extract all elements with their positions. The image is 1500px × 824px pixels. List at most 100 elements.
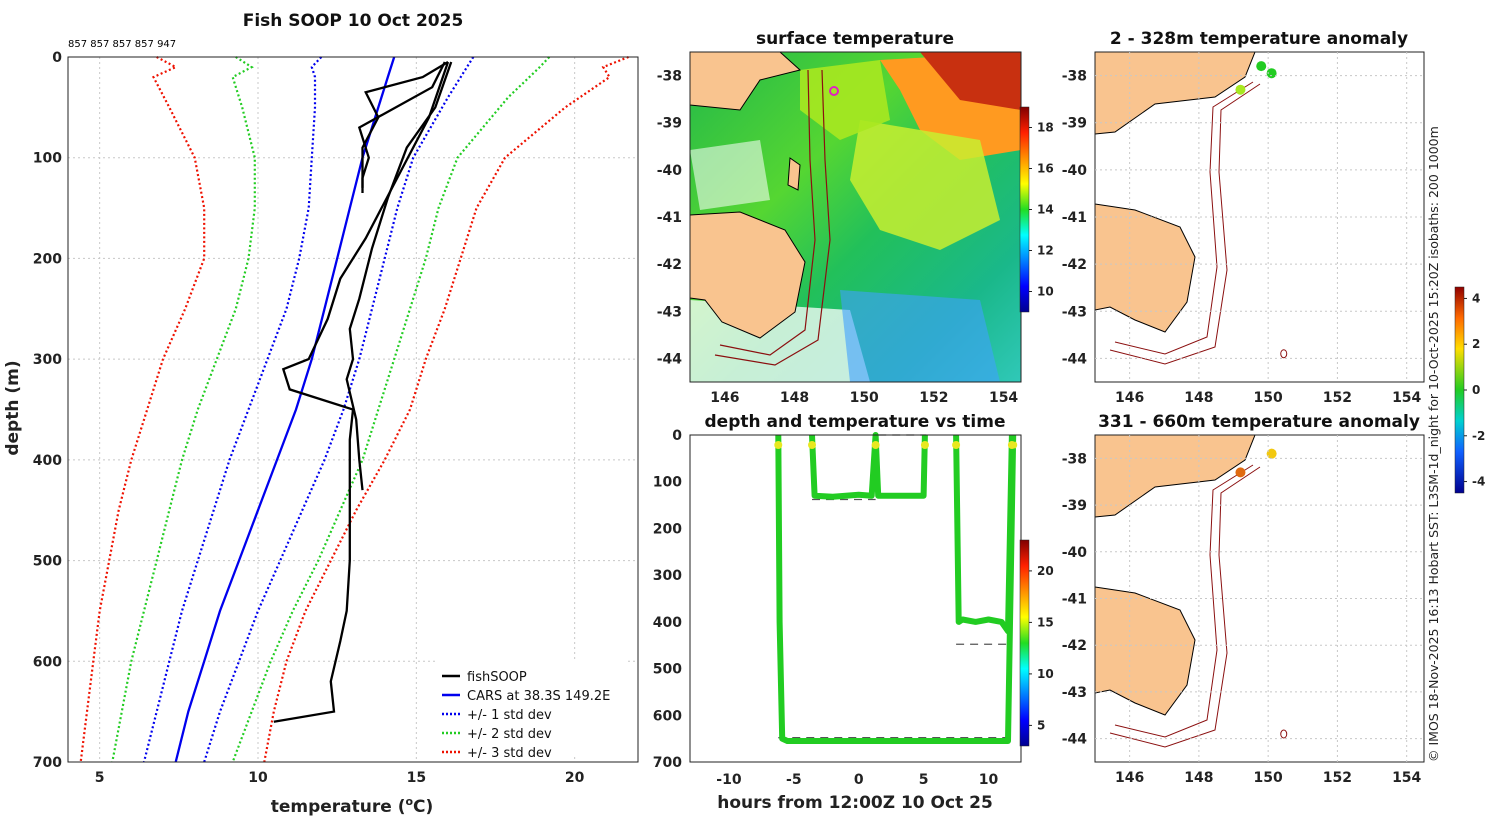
profile-series-line bbox=[111, 56, 256, 763]
profile-axes-frame bbox=[67, 56, 639, 763]
map-ytick-label: -40 bbox=[657, 163, 683, 179]
map-ytick-label: -42 bbox=[657, 257, 682, 273]
map-xtick-label: 146 bbox=[710, 390, 739, 406]
map-ytick-label: -42 bbox=[1062, 257, 1087, 273]
colorbar-tick-label: 4 bbox=[1472, 291, 1480, 305]
depth-time-xtick-label: 0 bbox=[854, 772, 864, 788]
profile-series-line bbox=[142, 56, 323, 763]
colorbar-tick-label: 12 bbox=[1037, 244, 1054, 258]
depth-time-ytick-label: 500 bbox=[653, 662, 682, 678]
profile-series-line bbox=[203, 56, 475, 763]
sst-map-panel: surface temperature bbox=[657, 29, 1054, 406]
legend-label: +/- 2 std dev bbox=[467, 727, 552, 742]
profile-series-line bbox=[357, 61, 446, 193]
profile-panel: Fish SOOP 10 Oct 2025 857 857 857 857 94… bbox=[3, 11, 639, 817]
legend-label: +/- 3 std dev bbox=[467, 746, 552, 761]
map-xtick-label: 150 bbox=[850, 390, 879, 406]
profile-ytick-label: 0 bbox=[52, 50, 62, 66]
colorbar-tick-label: 2 bbox=[1472, 337, 1480, 351]
anomaly-deep-panel: 331 - 660m temperature anomaly 146 148 150… bbox=[1062, 286, 1485, 786]
colorbar-tick-label: -4 bbox=[1472, 475, 1485, 489]
depth-time-track bbox=[809, 432, 928, 500]
land-tasmania bbox=[690, 211, 806, 339]
profile-series-line bbox=[273, 61, 450, 723]
map-xtick-label: 148 bbox=[780, 390, 809, 406]
surface-point bbox=[871, 441, 880, 449]
depth-time-axes-frame bbox=[689, 434, 1022, 763]
depth-time-panel: depth and temperature vs time -10 -5 0 5 100… bbox=[653, 412, 1054, 813]
side-note: © IMOS 18-Nov-2025 16:13 Hobart SST: L3S… bbox=[1426, 126, 1441, 762]
sst-colorbar bbox=[1019, 106, 1030, 313]
profile-xtick-label: 15 bbox=[407, 770, 426, 786]
map-xtick-label: 150 bbox=[1254, 390, 1283, 406]
map-xtick-label: 154 bbox=[1392, 390, 1421, 406]
map-xtick-label: 146 bbox=[1115, 770, 1144, 786]
profile-ylabel: depth (m) bbox=[3, 360, 23, 455]
profile-series-line bbox=[345, 61, 453, 491]
colorbar-tick-label: 0 bbox=[1472, 383, 1480, 397]
profile-legend: fishSOOP CARS at 38.3S 149.2E +/- 1 std de… bbox=[437, 660, 627, 761]
land-mainland bbox=[690, 52, 802, 111]
colorbar-tick-label: 15 bbox=[1037, 615, 1054, 629]
profile-ytick-label: 200 bbox=[33, 251, 62, 267]
profile-series-line bbox=[231, 56, 551, 763]
depth-time-xtick-label: -5 bbox=[786, 772, 802, 788]
isobath-200 bbox=[1114, 81, 1254, 355]
colorbar-tick-label: 20 bbox=[1037, 564, 1054, 578]
colorbar-tick-label: -2 bbox=[1472, 429, 1485, 443]
isobath-1000 bbox=[1109, 83, 1261, 365]
profile-xtick-label: 5 bbox=[95, 770, 105, 786]
anomaly-point bbox=[1256, 61, 1267, 72]
profile-ytick-label: 400 bbox=[33, 453, 62, 469]
map-xtick-label: 152 bbox=[1323, 770, 1352, 786]
map-content bbox=[1095, 52, 1288, 365]
map-ytick-label: -43 bbox=[1062, 304, 1087, 320]
isobath-200 bbox=[1114, 464, 1254, 738]
colorbar-tick-label: 14 bbox=[1037, 203, 1054, 217]
map-ytick-label: -43 bbox=[657, 304, 682, 320]
land-tasmania bbox=[1095, 586, 1196, 716]
map-ytick-label: -40 bbox=[1062, 163, 1088, 179]
sst-title: surface temperature bbox=[756, 29, 954, 49]
surface-point bbox=[1007, 441, 1016, 449]
depth-time-xtick-label: -10 bbox=[716, 772, 742, 788]
map-ytick-label: -39 bbox=[1062, 116, 1087, 132]
land-mainland bbox=[1095, 435, 1256, 518]
seamount-contour bbox=[1280, 349, 1288, 359]
map-xtick-label: 148 bbox=[1184, 390, 1213, 406]
profile-xlabel: temperature (oC) bbox=[271, 795, 434, 817]
depth-time-ytick-label: 300 bbox=[653, 568, 682, 584]
colorbar-tick-label: 10 bbox=[1037, 667, 1054, 681]
map-ytick-label: -39 bbox=[657, 116, 682, 132]
map-ytick-label: -44 bbox=[1062, 732, 1088, 748]
profile-ytick-label: 500 bbox=[33, 554, 62, 570]
depth-time-ytick-label: 100 bbox=[653, 475, 682, 491]
map-xtick-label: 148 bbox=[1184, 770, 1213, 786]
colorbar-tick-label: 5 bbox=[1037, 718, 1045, 732]
anomaly-point bbox=[1235, 467, 1246, 478]
anomaly-point bbox=[1235, 84, 1246, 95]
colorbar-tick-label: 18 bbox=[1037, 121, 1054, 135]
map-xtick-label: 146 bbox=[1115, 390, 1144, 406]
seamount-contour bbox=[1280, 729, 1288, 739]
colorbar-tick-label: 16 bbox=[1037, 162, 1054, 176]
map-xtick-label: 152 bbox=[919, 390, 948, 406]
surface-point bbox=[774, 441, 783, 449]
profile-ytick-label: 100 bbox=[33, 151, 62, 167]
depth-time-track bbox=[953, 434, 1015, 635]
profile-series-line bbox=[361, 61, 449, 188]
anomaly-colorbar bbox=[1454, 286, 1465, 494]
anomaly-shallow-title: 2 - 328m temperature anomaly bbox=[1110, 29, 1408, 49]
anomaly-deep-title: 331 - 660m temperature anomaly bbox=[1098, 412, 1420, 432]
profile-series-line bbox=[79, 56, 206, 763]
isobath-1000 bbox=[1109, 466, 1261, 748]
map-ytick-label: -40 bbox=[1062, 545, 1088, 561]
map-ytick-label: -38 bbox=[1062, 451, 1087, 467]
depth-time-ytick-label: 0 bbox=[672, 428, 682, 444]
anomaly-shallow-panel: 2 - 328m temperature anomaly 146 148 150 15… bbox=[1062, 29, 1425, 406]
legend-label: CARS at 38.3S 149.2E bbox=[467, 689, 610, 704]
map-ytick-label: -43 bbox=[1062, 685, 1087, 701]
depth-time-ytick-label: 400 bbox=[653, 615, 682, 631]
profile-ytick-label: 600 bbox=[33, 654, 62, 670]
